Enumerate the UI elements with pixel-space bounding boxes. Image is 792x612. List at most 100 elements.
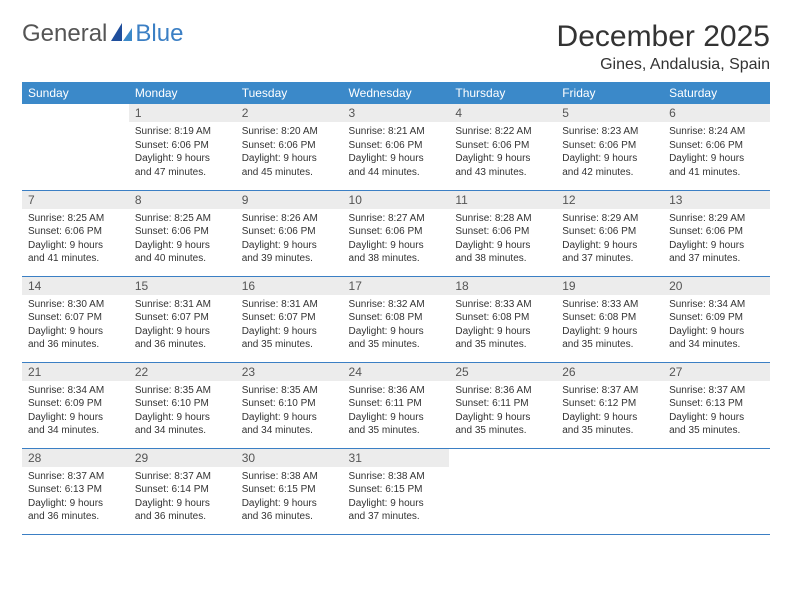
day-number: 31 — [343, 449, 450, 467]
day-number: 4 — [449, 104, 556, 122]
logo-text-blue: Blue — [135, 20, 183, 48]
daylight-text: Daylight: 9 hours — [242, 325, 337, 339]
daylight-text: Daylight: 9 hours — [562, 411, 657, 425]
day-number: 2 — [236, 104, 343, 122]
daylight-text: and 35 minutes. — [562, 424, 657, 438]
daylight-text: and 47 minutes. — [135, 166, 230, 180]
calendar-day-cell: 17Sunrise: 8:32 AMSunset: 6:08 PMDayligh… — [343, 276, 450, 362]
daylight-text: and 43 minutes. — [455, 166, 550, 180]
day-number: 10 — [343, 191, 450, 209]
day-details: Sunrise: 8:32 AMSunset: 6:08 PMDaylight:… — [343, 295, 450, 356]
day-number: 21 — [22, 363, 129, 381]
calendar-day-cell: 31Sunrise: 8:38 AMSunset: 6:15 PMDayligh… — [343, 448, 450, 534]
day-details: Sunrise: 8:25 AMSunset: 6:06 PMDaylight:… — [129, 209, 236, 270]
day-number: 28 — [22, 449, 129, 467]
sunrise-text: Sunrise: 8:25 AM — [28, 212, 123, 226]
daylight-text: and 44 minutes. — [349, 166, 444, 180]
sunrise-text: Sunrise: 8:24 AM — [669, 125, 764, 139]
day-details: Sunrise: 8:35 AMSunset: 6:10 PMDaylight:… — [236, 381, 343, 442]
calendar-day-cell: 22Sunrise: 8:35 AMSunset: 6:10 PMDayligh… — [129, 362, 236, 448]
calendar-day-cell — [22, 104, 129, 190]
sunrise-text: Sunrise: 8:37 AM — [562, 384, 657, 398]
sunset-text: Sunset: 6:06 PM — [455, 139, 550, 153]
day-details: Sunrise: 8:20 AMSunset: 6:06 PMDaylight:… — [236, 122, 343, 183]
day-details: Sunrise: 8:37 AMSunset: 6:13 PMDaylight:… — [663, 381, 770, 442]
sunset-text: Sunset: 6:08 PM — [349, 311, 444, 325]
sunset-text: Sunset: 6:10 PM — [135, 397, 230, 411]
daylight-text: and 36 minutes. — [28, 510, 123, 524]
sunrise-text: Sunrise: 8:29 AM — [562, 212, 657, 226]
day-details: Sunrise: 8:33 AMSunset: 6:08 PMDaylight:… — [556, 295, 663, 356]
day-number: 14 — [22, 277, 129, 295]
sunrise-text: Sunrise: 8:20 AM — [242, 125, 337, 139]
title-block: December 2025 Gines, Andalusia, Spain — [557, 20, 770, 74]
daylight-text: and 34 minutes. — [669, 338, 764, 352]
daylight-text: and 42 minutes. — [562, 166, 657, 180]
daylight-text: and 37 minutes. — [349, 510, 444, 524]
calendar-day-cell — [663, 448, 770, 534]
daylight-text: Daylight: 9 hours — [242, 411, 337, 425]
calendar-week-row: 1Sunrise: 8:19 AMSunset: 6:06 PMDaylight… — [22, 104, 770, 190]
daylight-text: Daylight: 9 hours — [349, 239, 444, 253]
day-details: Sunrise: 8:37 AMSunset: 6:12 PMDaylight:… — [556, 381, 663, 442]
day-number: 23 — [236, 363, 343, 381]
daylight-text: and 36 minutes. — [135, 510, 230, 524]
daylight-text: Daylight: 9 hours — [669, 152, 764, 166]
day-number: 1 — [129, 104, 236, 122]
sunrise-text: Sunrise: 8:27 AM — [349, 212, 444, 226]
daylight-text: and 39 minutes. — [242, 252, 337, 266]
daylight-text: Daylight: 9 hours — [669, 239, 764, 253]
day-details — [22, 108, 129, 115]
day-number: 16 — [236, 277, 343, 295]
day-details: Sunrise: 8:38 AMSunset: 6:15 PMDaylight:… — [236, 467, 343, 528]
calendar-day-cell — [449, 448, 556, 534]
day-details: Sunrise: 8:37 AMSunset: 6:13 PMDaylight:… — [22, 467, 129, 528]
calendar-week-row: 14Sunrise: 8:30 AMSunset: 6:07 PMDayligh… — [22, 276, 770, 362]
daylight-text: and 35 minutes. — [242, 338, 337, 352]
sunset-text: Sunset: 6:06 PM — [669, 225, 764, 239]
day-details: Sunrise: 8:29 AMSunset: 6:06 PMDaylight:… — [556, 209, 663, 270]
sunrise-text: Sunrise: 8:31 AM — [135, 298, 230, 312]
day-number: 24 — [343, 363, 450, 381]
daylight-text: and 34 minutes. — [135, 424, 230, 438]
calendar-week-row: 21Sunrise: 8:34 AMSunset: 6:09 PMDayligh… — [22, 362, 770, 448]
calendar-table: Sunday Monday Tuesday Wednesday Thursday… — [22, 82, 770, 535]
logo-text-general: General — [22, 20, 107, 48]
day-details: Sunrise: 8:30 AMSunset: 6:07 PMDaylight:… — [22, 295, 129, 356]
daylight-text: and 38 minutes. — [455, 252, 550, 266]
sunrise-text: Sunrise: 8:35 AM — [135, 384, 230, 398]
daylight-text: Daylight: 9 hours — [135, 497, 230, 511]
day-details: Sunrise: 8:23 AMSunset: 6:06 PMDaylight:… — [556, 122, 663, 183]
calendar-day-cell: 27Sunrise: 8:37 AMSunset: 6:13 PMDayligh… — [663, 362, 770, 448]
daylight-text: Daylight: 9 hours — [135, 239, 230, 253]
sunset-text: Sunset: 6:15 PM — [349, 483, 444, 497]
sunrise-text: Sunrise: 8:36 AM — [455, 384, 550, 398]
day-details: Sunrise: 8:33 AMSunset: 6:08 PMDaylight:… — [449, 295, 556, 356]
daylight-text: Daylight: 9 hours — [455, 325, 550, 339]
sunset-text: Sunset: 6:06 PM — [135, 225, 230, 239]
sunset-text: Sunset: 6:07 PM — [135, 311, 230, 325]
location-label: Gines, Andalusia, Spain — [557, 56, 770, 74]
daylight-text: Daylight: 9 hours — [242, 152, 337, 166]
calendar-day-cell: 25Sunrise: 8:36 AMSunset: 6:11 PMDayligh… — [449, 362, 556, 448]
sunset-text: Sunset: 6:09 PM — [669, 311, 764, 325]
sunrise-text: Sunrise: 8:35 AM — [242, 384, 337, 398]
calendar-day-cell: 19Sunrise: 8:33 AMSunset: 6:08 PMDayligh… — [556, 276, 663, 362]
daylight-text: Daylight: 9 hours — [135, 152, 230, 166]
calendar-day-cell: 29Sunrise: 8:37 AMSunset: 6:14 PMDayligh… — [129, 448, 236, 534]
daylight-text: Daylight: 9 hours — [28, 497, 123, 511]
sunrise-text: Sunrise: 8:29 AM — [669, 212, 764, 226]
day-number: 6 — [663, 104, 770, 122]
sunset-text: Sunset: 6:06 PM — [349, 225, 444, 239]
day-header-monday: Monday — [129, 82, 236, 104]
daylight-text: and 41 minutes. — [669, 166, 764, 180]
calendar-day-cell: 8Sunrise: 8:25 AMSunset: 6:06 PMDaylight… — [129, 190, 236, 276]
sunset-text: Sunset: 6:09 PM — [28, 397, 123, 411]
daylight-text: and 34 minutes. — [242, 424, 337, 438]
sunset-text: Sunset: 6:06 PM — [349, 139, 444, 153]
daylight-text: and 35 minutes. — [455, 338, 550, 352]
calendar-day-cell — [556, 448, 663, 534]
calendar-day-cell: 26Sunrise: 8:37 AMSunset: 6:12 PMDayligh… — [556, 362, 663, 448]
daylight-text: and 38 minutes. — [349, 252, 444, 266]
day-details: Sunrise: 8:27 AMSunset: 6:06 PMDaylight:… — [343, 209, 450, 270]
